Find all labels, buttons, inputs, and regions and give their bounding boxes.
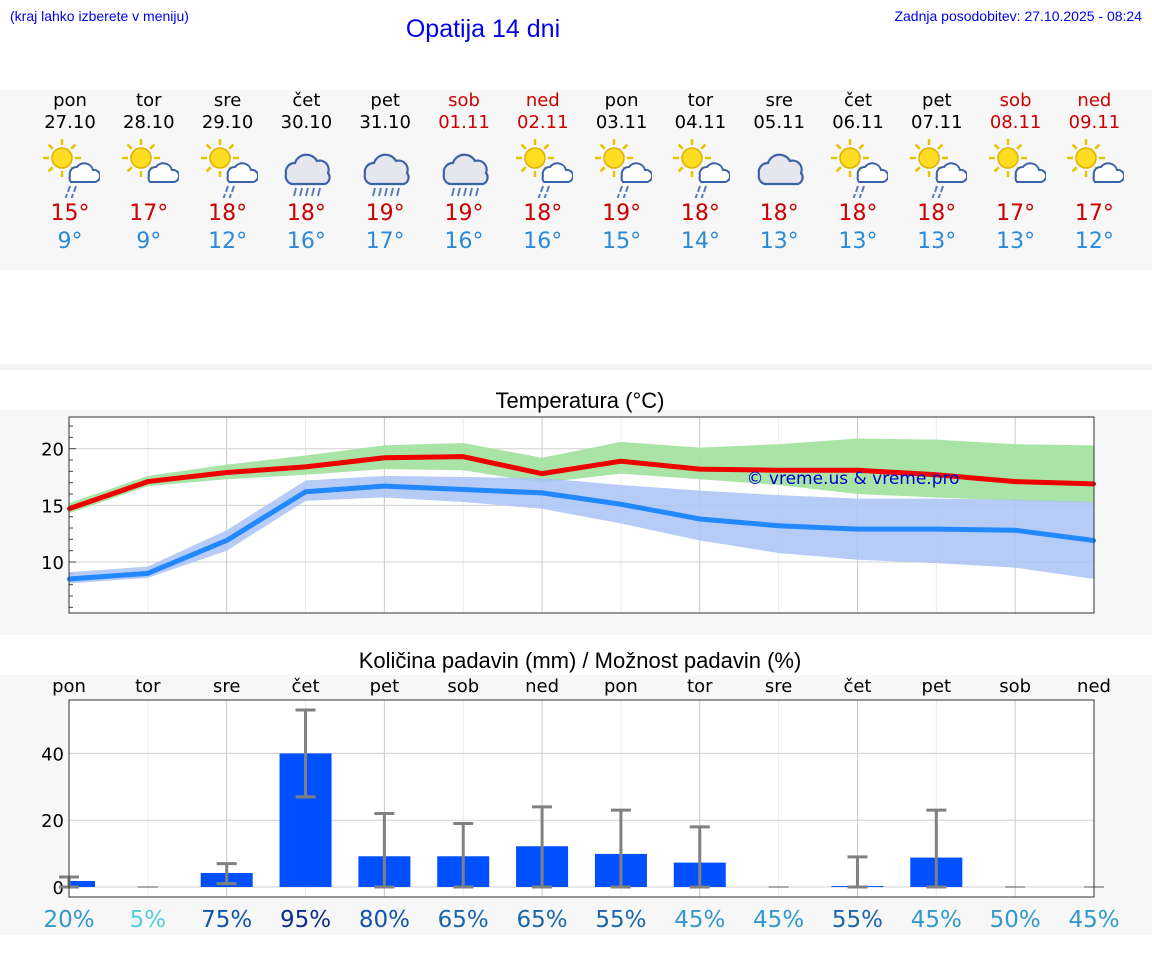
forecast-max-temp: 19° (602, 201, 642, 226)
forecast-max-temp: 17° (1074, 201, 1114, 226)
forecast-date: 03.11 (595, 112, 648, 133)
forecast-min-temp: 15° (602, 229, 642, 254)
last-updated: Zadnja posodobitev: 27.10.2025 - 08:24 (894, 8, 1142, 24)
forecast-date: 09.11 (1068, 112, 1121, 133)
forecast-max-temp: 18° (759, 201, 799, 226)
forecast-day: pon 03.11 19° 15° (583, 90, 661, 256)
forecast-weekday: čet (843, 90, 873, 111)
forecast-min-temp: 16° (286, 229, 326, 254)
forecast-date: 05.11 (753, 112, 805, 133)
forecast-date: 31.10 (359, 112, 411, 133)
forecast-date: 28.10 (123, 112, 175, 133)
forecast-date: 07.11 (911, 112, 963, 133)
forecast-max-temp: 17° (996, 201, 1036, 226)
cloud-rain-icon (363, 153, 410, 197)
forecast-max-temp: 18° (680, 201, 720, 226)
forecast-min-temp: 9° (57, 229, 83, 254)
forecast-day: čet 06.11 18° 13° (819, 90, 897, 256)
forecast-weekday: pon (53, 90, 87, 111)
forecast-day: ned 02.11 18° 16° (504, 90, 582, 256)
forecast-min-temp: 16° (523, 229, 563, 254)
forecast-weekday: sob (999, 90, 1032, 111)
forecast-date: 27.10 (44, 112, 96, 133)
precipitation-chart-title: Količina padavin (mm) / Možnost padavin … (358, 648, 802, 673)
forecast-min-temp: 12° (208, 229, 248, 254)
forecast-date: 01.11 (438, 112, 490, 133)
forecast-day: tor 28.10 17° 9° (110, 90, 188, 256)
forecast-date: 02.11 (517, 112, 569, 133)
forecast-max-temp: 19° (444, 201, 484, 226)
forecast-date: 04.11 (674, 112, 727, 133)
forecast-date: 08.11 (989, 112, 1042, 133)
forecast-max-temp: 18° (208, 201, 248, 226)
divider (0, 364, 1152, 370)
forecast-max-temp: 18° (286, 201, 326, 226)
sun-cloud-rain-icon (909, 139, 967, 198)
forecast-min-temp: 12° (1074, 229, 1114, 254)
forecast-weekday: ned (1077, 90, 1112, 111)
forecast-date: 30.10 (280, 112, 333, 133)
forecast-min-temp: 13° (996, 229, 1036, 254)
forecast-min-temp: 13° (759, 229, 799, 254)
forecast-min-temp: 14° (680, 229, 720, 254)
cloud-rain-icon (442, 153, 489, 197)
cloud-rain-icon (284, 153, 332, 197)
temperature-chart-band (0, 410, 1152, 635)
sun-cloud-rain-icon (831, 139, 888, 198)
forecast-max-temp: 18° (917, 201, 957, 226)
temperature-chart-title: Temperatura (°C) (495, 388, 665, 413)
forecast-weekday: sre (765, 90, 793, 111)
sun-cloud-icon (121, 139, 179, 183)
forecast-weekday: pet (922, 90, 952, 111)
forecast-max-temp: 17° (129, 201, 169, 226)
cloud-icon (757, 153, 804, 186)
forecast-day: pet 07.11 18° 13° (898, 90, 976, 256)
forecast-weekday: sre (213, 90, 242, 111)
forecast-min-temp: 13° (838, 229, 878, 254)
sun-cloud-icon (988, 139, 1046, 183)
forecast-day: pet 31.10 19° 17° (346, 90, 424, 256)
forecast-weekday: pon (604, 90, 639, 111)
forecast-min-temp: 17° (365, 229, 405, 254)
forecast-max-temp: 19° (365, 201, 405, 226)
forecast-weekday: čet (292, 90, 321, 111)
forecast-max-temp: 15° (50, 201, 90, 226)
sun-cloud-rain-icon (515, 139, 573, 198)
sun-cloud-rain-icon (594, 139, 652, 198)
forecast-day: sre 05.11 18° 13° (740, 90, 818, 256)
forecast-weekday: tor (136, 90, 162, 111)
precipitation-chart-band (0, 675, 1152, 935)
forecast-weekday: tor (687, 90, 714, 111)
forecast-day: čet 30.10 18° 16° (267, 90, 345, 256)
forecast-day: pon 27.10 15° 9° (31, 90, 109, 256)
sun-cloud-rain-icon (673, 139, 731, 198)
forecast-min-temp: 13° (917, 229, 957, 254)
forecast-day: sob 01.11 19° 16° (425, 90, 503, 256)
forecast-date: 06.11 (832, 112, 884, 133)
sun-cloud-rain-icon (200, 139, 258, 198)
forecast-day: tor 04.11 18° 14° (661, 90, 739, 256)
forecast-day: sob 08.11 17° 13° (977, 90, 1055, 256)
forecast-max-temp: 18° (523, 201, 563, 226)
forecast-max-temp: 18° (838, 201, 878, 226)
forecast-weekday: ned (525, 90, 560, 111)
sun-cloud-icon (1067, 139, 1125, 183)
forecast-strip: pon 27.10 15° 9° tor 28.10 17° 9° sre 29.10 18° 12°… (0, 90, 1152, 270)
page-title: Opatija 14 dni (405, 15, 561, 43)
forecast-day: ned 09.11 17° 12° (1055, 90, 1133, 256)
forecast-min-temp: 16° (444, 229, 484, 254)
forecast-weekday: pet (370, 90, 400, 111)
sun-cloud-rain-icon (43, 139, 100, 198)
forecast-weekday: sob (448, 90, 480, 111)
location-hint: (kraj lahko izberete v meniju) (10, 8, 189, 24)
forecast-date: 29.10 (201, 112, 254, 133)
forecast-min-temp: 9° (136, 229, 162, 254)
forecast-day: sre 29.10 18° 12° (189, 90, 267, 256)
